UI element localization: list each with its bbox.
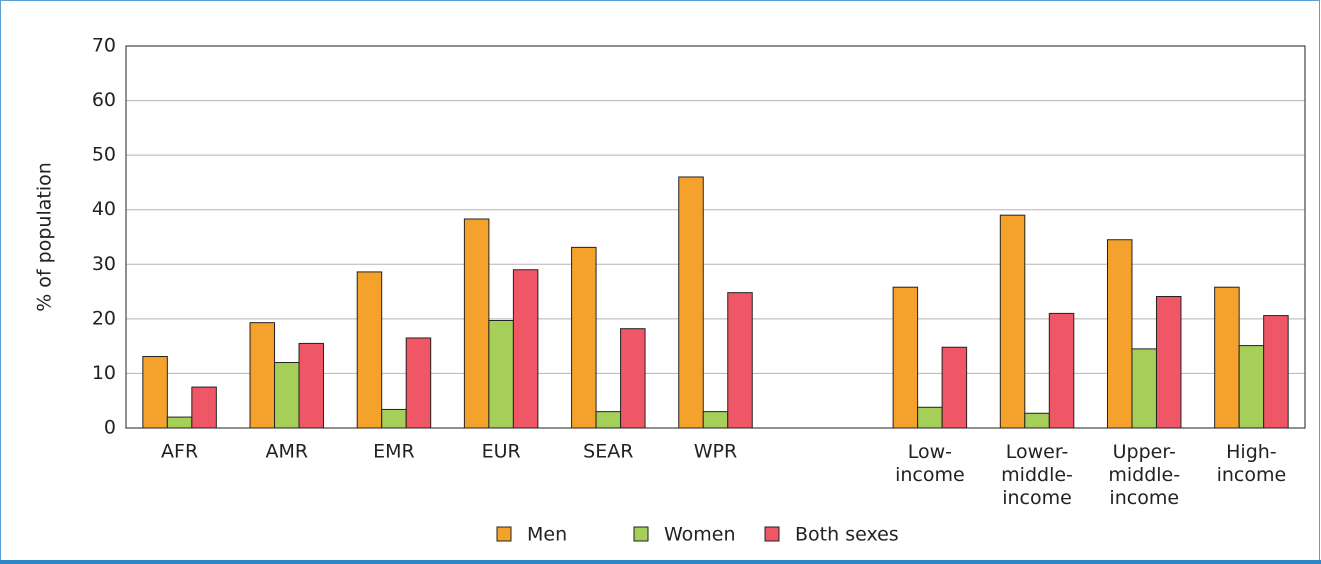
bar <box>941 346 968 429</box>
y-tick-label: 20 <box>92 307 116 329</box>
x-tick-label: AMR <box>265 441 308 463</box>
bar <box>892 286 919 429</box>
bar <box>1214 286 1240 429</box>
x-tick-label: AFR <box>161 441 198 463</box>
x-tick-label: Lower-middle-income <box>1001 441 1073 509</box>
x-tick-label: High-income <box>1217 441 1287 486</box>
bar <box>571 246 597 429</box>
x-tick-label: EUR <box>482 441 521 463</box>
bar <box>1106 239 1133 429</box>
bar <box>1155 295 1182 429</box>
y-tick-label: 30 <box>92 253 116 275</box>
bar <box>512 269 539 429</box>
y-axis-label: % of population <box>34 162 56 312</box>
x-tick-label: SEAR <box>583 441 633 463</box>
bar <box>191 386 217 429</box>
bar <box>1131 348 1157 429</box>
y-tick-label: 60 <box>92 89 116 111</box>
legend-swatch <box>633 526 649 542</box>
bar <box>381 408 407 429</box>
x-tick-label: Low-income <box>895 441 965 486</box>
legend-swatch <box>764 526 780 542</box>
bar <box>274 362 300 429</box>
bar <box>405 337 432 429</box>
bar <box>1048 312 1075 429</box>
legend-label: Women <box>664 524 736 546</box>
bar <box>356 271 383 429</box>
bar <box>463 218 490 429</box>
y-tick-label: 50 <box>92 144 116 166</box>
bar <box>298 342 325 429</box>
plot-border <box>125 45 1306 429</box>
bar <box>1238 345 1265 429</box>
bar <box>999 214 1026 429</box>
bar <box>917 406 943 429</box>
bar <box>678 176 704 429</box>
bar <box>142 356 168 429</box>
x-tick-label: Upper-middle-income <box>1108 441 1180 509</box>
legend-label: Both sexes <box>795 524 899 546</box>
legend-swatch <box>496 526 512 542</box>
y-tick-label: 40 <box>92 198 116 220</box>
bar <box>702 411 729 429</box>
bar <box>166 416 193 429</box>
bar <box>620 328 646 429</box>
y-tick-label: 10 <box>92 362 116 384</box>
bar <box>1024 412 1050 429</box>
bar <box>1263 315 1289 429</box>
bar <box>595 411 622 429</box>
x-tick-label: WPR <box>694 441 737 463</box>
bar <box>727 292 753 429</box>
bar <box>249 322 276 429</box>
y-tick-label: 70 <box>92 35 116 57</box>
y-tick-label: 0 <box>104 417 116 439</box>
x-tick-label: EMR <box>373 441 415 463</box>
bar <box>488 319 514 429</box>
legend-label: Men <box>527 524 567 546</box>
